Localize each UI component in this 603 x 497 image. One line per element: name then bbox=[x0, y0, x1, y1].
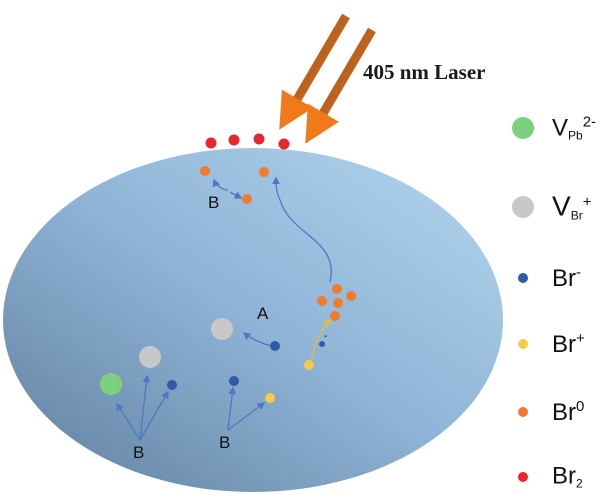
legend-label-vbr: VBr+ bbox=[552, 190, 592, 223]
br0-dot bbox=[242, 194, 252, 204]
legend-label-vpb: VPb2- bbox=[552, 113, 597, 143]
species-inside bbox=[100, 318, 325, 403]
br-minus-ion bbox=[229, 376, 239, 386]
legend-dot-br-plus bbox=[518, 339, 528, 349]
br2-dot bbox=[278, 138, 290, 150]
b-arrow bbox=[139, 374, 151, 441]
b-arrow bbox=[116, 402, 141, 441]
br0-surface-group bbox=[200, 166, 269, 204]
legend-dot-br2 bbox=[518, 472, 528, 482]
charge-mark: - bbox=[324, 331, 328, 342]
laser-label: 405 nm Laser bbox=[363, 60, 486, 84]
laser-beams bbox=[279, 13, 376, 144]
br-minus-ion bbox=[270, 341, 280, 351]
br2-dot bbox=[228, 134, 240, 146]
br0-dot bbox=[317, 296, 327, 306]
b-arrow bbox=[139, 390, 169, 441]
legend-label-br-minus: Br- bbox=[552, 264, 581, 292]
legend-item-br-minus: Br- bbox=[512, 258, 602, 298]
legend-dot-vbr bbox=[512, 196, 534, 218]
label-b-center: B bbox=[219, 433, 231, 452]
br2-dot bbox=[205, 137, 217, 149]
crystal-ellipse bbox=[3, 148, 503, 492]
process-arrows bbox=[116, 176, 332, 441]
br2-dot bbox=[253, 133, 265, 145]
legend-label-br0: Br0 bbox=[552, 398, 585, 426]
label-b-left: B bbox=[133, 443, 145, 462]
migration-arrow bbox=[272, 176, 332, 283]
vbr-vacancy bbox=[211, 318, 233, 340]
br0-dot bbox=[333, 298, 343, 308]
a-arrow bbox=[242, 332, 273, 347]
legend-dot-br0 bbox=[518, 407, 528, 417]
br0-dot bbox=[259, 167, 269, 177]
br0-dot bbox=[330, 311, 340, 321]
laser-beam-1 bbox=[279, 13, 350, 130]
label-a: A bbox=[257, 304, 269, 323]
legend-item-vbr: VBr+ bbox=[512, 187, 602, 227]
br-plus-ion bbox=[265, 393, 275, 403]
br0-cluster bbox=[317, 284, 356, 321]
legend-item-br-plus: Br+ bbox=[512, 324, 602, 364]
br-minus-ion bbox=[319, 341, 325, 347]
vpb-vacancy bbox=[100, 373, 122, 395]
oxidation-arrow bbox=[310, 318, 332, 363]
br0-dot bbox=[346, 291, 356, 301]
br-minus-ion bbox=[167, 380, 177, 390]
surface-arrow-2 bbox=[229, 191, 243, 199]
legend-item-br0: Br0 bbox=[512, 392, 602, 432]
surface-arrow bbox=[212, 178, 229, 191]
br2-group bbox=[205, 133, 290, 150]
legend-dot-br-minus bbox=[518, 273, 528, 283]
label-b-surface: B bbox=[208, 193, 220, 212]
legend-dot-vpb bbox=[512, 117, 534, 139]
br0-dot bbox=[332, 284, 342, 294]
laser-beam-2 bbox=[305, 27, 376, 144]
legend-label-br2: Br2 bbox=[552, 462, 583, 491]
legend-item-br2: Br2 bbox=[512, 457, 602, 497]
legend-label-br-plus: Br+ bbox=[552, 330, 585, 358]
vbr-vacancy bbox=[139, 346, 161, 368]
br0-dot bbox=[200, 166, 210, 176]
b-arrow bbox=[227, 402, 266, 431]
br-plus-ion bbox=[304, 360, 314, 370]
legend-item-vpb: VPb2- bbox=[512, 108, 602, 148]
b-arrow bbox=[227, 386, 237, 431]
